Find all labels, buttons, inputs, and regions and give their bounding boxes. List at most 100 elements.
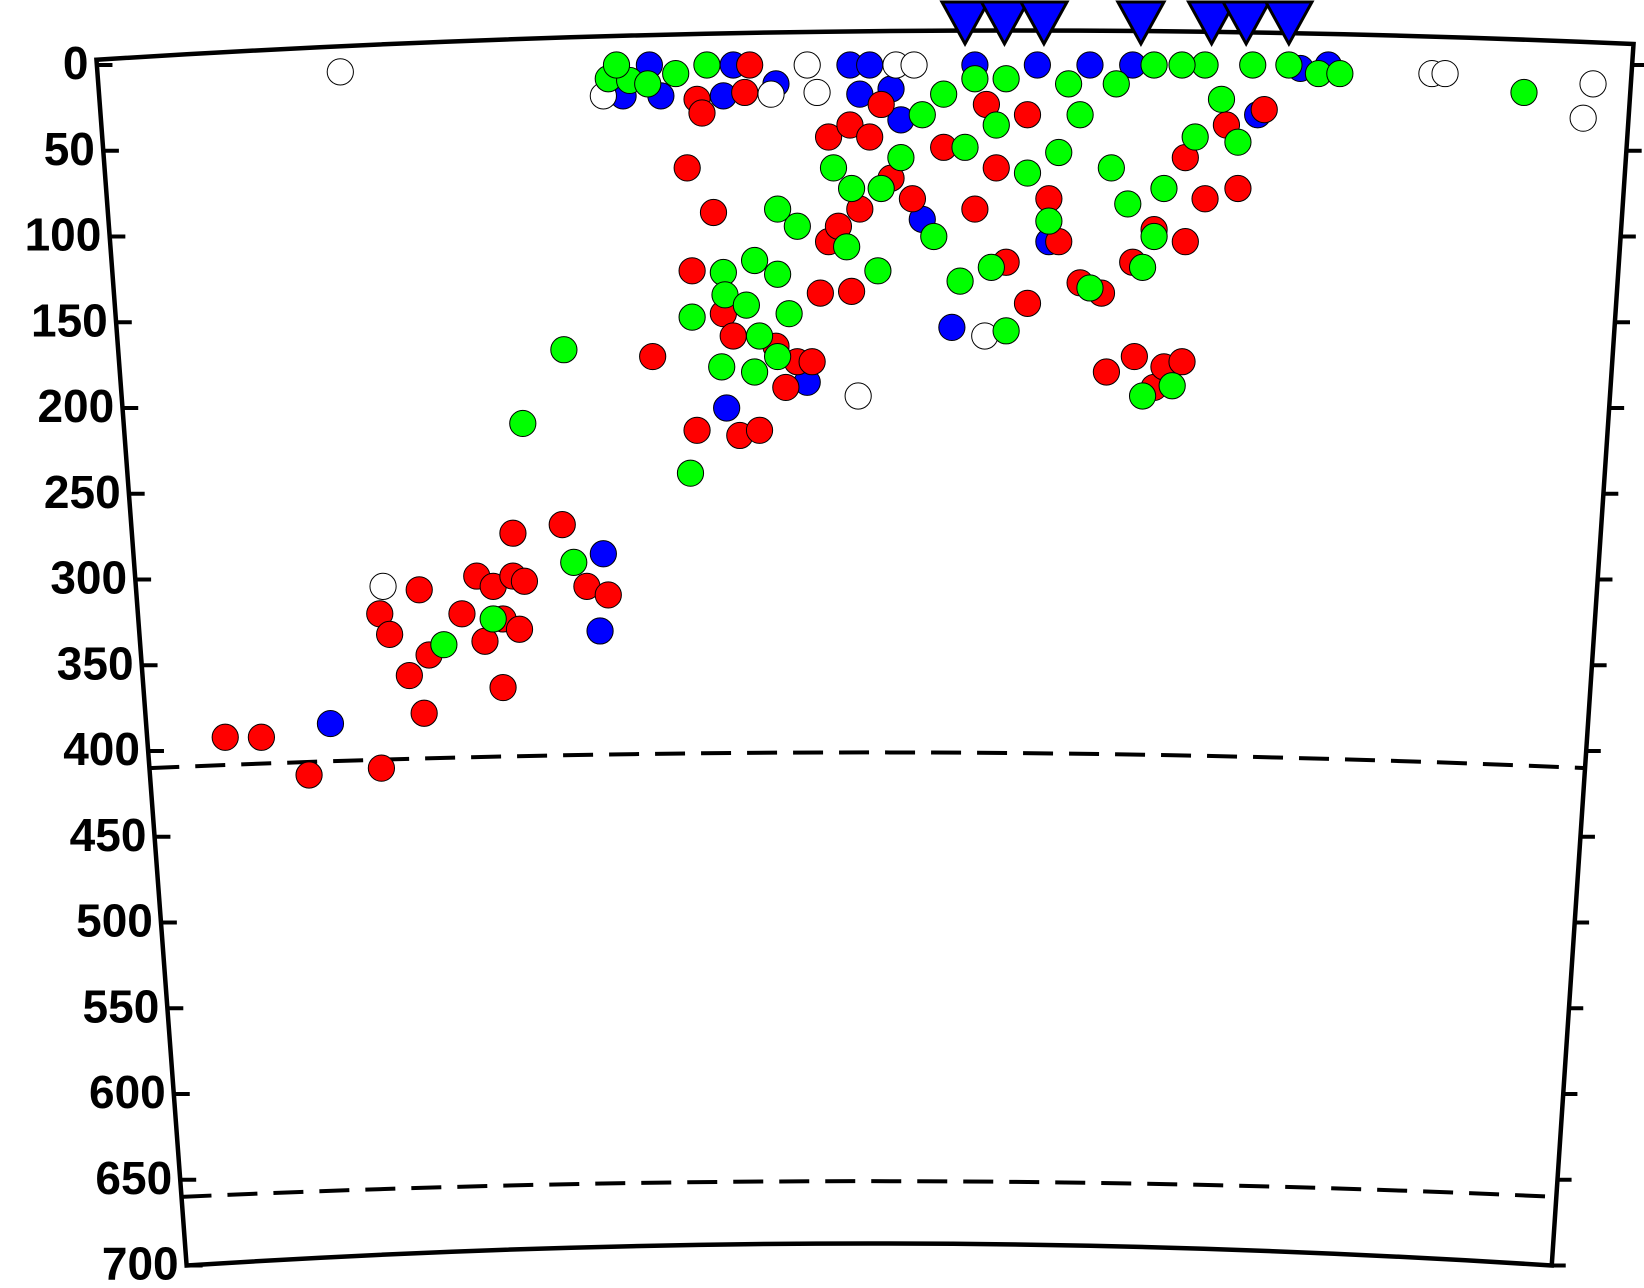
- reference-lines: [149, 750, 1586, 1199]
- point: [887, 144, 915, 172]
- y-tick-label: 600: [89, 1066, 166, 1118]
- point: [920, 222, 948, 251]
- point: [1224, 174, 1252, 203]
- point: [1128, 253, 1157, 281]
- point: [856, 51, 884, 79]
- point: [1171, 228, 1199, 256]
- point: [1076, 51, 1104, 79]
- point: [1114, 190, 1142, 218]
- point: [1579, 70, 1607, 98]
- point: [798, 348, 826, 376]
- point: [376, 620, 404, 648]
- reference-line: [181, 1179, 1557, 1199]
- point: [1023, 51, 1051, 79]
- point: [764, 342, 792, 371]
- point: [745, 416, 774, 444]
- point: [602, 51, 631, 79]
- point: [1224, 128, 1252, 156]
- point: [713, 394, 741, 422]
- point: [908, 101, 936, 129]
- point: [1191, 51, 1219, 79]
- point: [662, 59, 690, 88]
- point: [732, 291, 760, 319]
- point: [736, 51, 764, 79]
- point: [844, 382, 872, 410]
- y-tick-label: 150: [31, 294, 108, 346]
- frame-outline: [94, 28, 1636, 1268]
- point: [673, 154, 701, 182]
- point: [977, 253, 1005, 281]
- point: [1066, 101, 1094, 129]
- point: [639, 342, 667, 371]
- point: [867, 90, 895, 119]
- point: [395, 661, 423, 690]
- station: [1018, 0, 1070, 48]
- point: [764, 195, 792, 223]
- point: [1239, 51, 1267, 79]
- axis: 0 50 100 150 200 250 300 350 400 450 500 550 600 650 7…: [25, 37, 1644, 1288]
- point: [856, 123, 884, 151]
- point: [1120, 342, 1148, 371]
- point: [1168, 51, 1196, 79]
- point: [699, 198, 728, 227]
- point: [1054, 70, 1083, 98]
- point: [505, 615, 534, 643]
- point: [316, 709, 345, 738]
- point: [783, 212, 811, 240]
- point: [745, 322, 774, 350]
- point: [678, 257, 706, 285]
- point: [634, 70, 662, 98]
- point: [764, 260, 792, 288]
- point: [560, 548, 588, 576]
- point: [1013, 289, 1042, 317]
- point: [693, 51, 721, 79]
- point: [719, 322, 747, 350]
- point: [1045, 138, 1073, 167]
- y-tick-label: 100: [25, 209, 102, 261]
- point: [510, 567, 539, 595]
- y-tick-label: 550: [83, 980, 160, 1032]
- point: [1140, 51, 1168, 79]
- point: [509, 409, 537, 438]
- point: [836, 111, 864, 139]
- point: [803, 78, 831, 107]
- point: [731, 78, 759, 107]
- point: [938, 313, 966, 342]
- point: [1569, 104, 1597, 132]
- point: [1250, 95, 1278, 124]
- frame: [94, 28, 1636, 1268]
- reference-line: [149, 750, 1586, 771]
- point: [772, 373, 800, 402]
- point: [946, 267, 974, 295]
- point: [1510, 78, 1538, 107]
- point: [586, 617, 614, 645]
- y-tick-label: 350: [57, 637, 134, 689]
- y-tick-label: 300: [50, 552, 127, 604]
- point: [1191, 185, 1219, 213]
- point: [369, 572, 397, 600]
- point: [1140, 222, 1168, 251]
- point: [992, 65, 1020, 93]
- station: [1263, 0, 1315, 48]
- y-tick-label: 250: [44, 466, 121, 518]
- point: [961, 65, 989, 93]
- point: [837, 277, 866, 305]
- point: [1326, 59, 1354, 88]
- point: [775, 300, 803, 328]
- point: [1128, 382, 1157, 410]
- point: [867, 174, 895, 203]
- point: [1207, 85, 1236, 113]
- point: [1013, 101, 1042, 129]
- point: [448, 600, 476, 628]
- point: [1181, 123, 1209, 151]
- point: [898, 185, 927, 213]
- point: [951, 133, 979, 161]
- point: [1275, 51, 1303, 79]
- y-tick-label: 650: [95, 1152, 172, 1204]
- point: [589, 540, 617, 568]
- point: [247, 723, 276, 751]
- point: [806, 279, 834, 307]
- point: [499, 519, 527, 547]
